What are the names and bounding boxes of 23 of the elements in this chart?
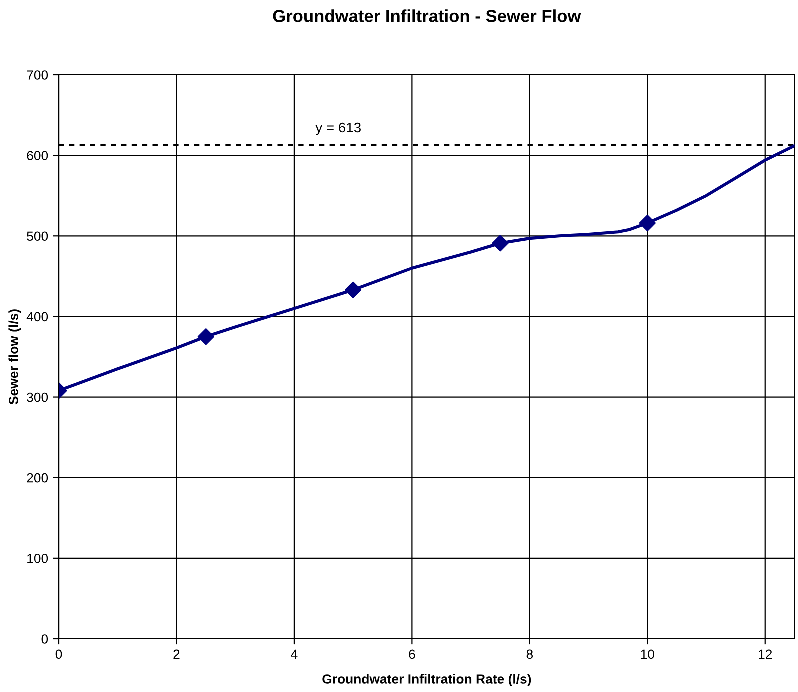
x-tick-label: 0 — [56, 650, 62, 660]
x-tick-label: 6 — [409, 650, 416, 660]
x-tick-label: 10 — [641, 650, 654, 660]
x-tick-label: 2 — [174, 650, 180, 659]
x-tick-label: 4 — [291, 650, 298, 659]
x-axis-title: Groundwater Infiltration Rate (l/s) — [322, 674, 532, 687]
y-tick-label: 600 — [27, 151, 48, 160]
point — [345, 282, 362, 298]
y-tick-label: 100 — [28, 554, 48, 564]
x-tick-label: 12 — [759, 650, 772, 659]
y-tick-label: 700 — [27, 70, 48, 80]
point — [639, 214, 656, 232]
y-tick-label: 400 — [26, 312, 48, 322]
x-tick-label: 8 — [526, 650, 534, 660]
y-tick-label: 300 — [27, 392, 48, 402]
ref-line-label: y = 613 — [316, 122, 361, 136]
chart-title: Groundwater Infiltration - Sewer Flow — [273, 10, 582, 22]
y-tick-label: 200 — [27, 473, 48, 483]
y-tick-label: 0 — [42, 634, 48, 644]
point — [492, 235, 509, 252]
y-axis-title: Sewer flow (l/s) — [8, 310, 22, 405]
y-tick-label: 500 — [27, 232, 48, 242]
point — [198, 328, 214, 346]
